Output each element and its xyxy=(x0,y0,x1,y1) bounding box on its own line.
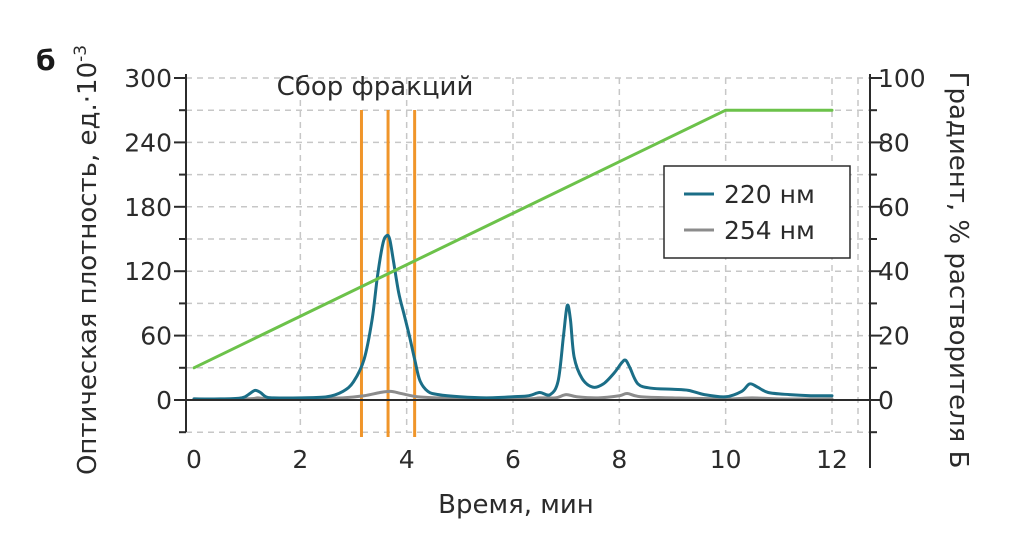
fraction-collection-annotation: Сбор фракций xyxy=(277,72,474,102)
y-left-tick-label: 120 xyxy=(124,257,172,286)
x-tick-label: 2 xyxy=(292,445,308,474)
x-tick-label: 10 xyxy=(710,445,742,474)
y-left-axis-superscript: -3 xyxy=(71,45,91,62)
legend-label-254nm: 254 нм xyxy=(724,216,815,245)
y-left-axis-label: Оптическая плотность, ед.·10 xyxy=(73,62,103,475)
legend-label-220nm: 220 нм xyxy=(724,180,815,209)
series-line-gradient xyxy=(192,108,834,370)
y-left-tick-label: 180 xyxy=(124,193,172,222)
y-left-tick-label: 240 xyxy=(124,128,172,157)
x-tick-label: 6 xyxy=(505,445,521,474)
x-tick-label: 8 xyxy=(611,445,627,474)
y-left-axis-title: Оптическая плотность, ед.·10-3 xyxy=(71,45,103,475)
y-right-axis-title: Градиент, % растворителя Б xyxy=(943,72,973,469)
x-tick-label: 12 xyxy=(816,445,848,474)
y-right-tick-label: 80 xyxy=(878,128,910,157)
y-left-tick-label: 0 xyxy=(156,386,172,415)
y-right-tick-label: 0 xyxy=(878,386,894,415)
y-left-tick-label: 300 xyxy=(124,64,172,93)
series-layer xyxy=(192,108,834,401)
x-tick-label: 4 xyxy=(399,445,415,474)
y-right-tick-label: 40 xyxy=(878,257,910,286)
axes xyxy=(174,74,882,468)
y-right-tick-label: 20 xyxy=(878,322,910,351)
legend-box xyxy=(663,165,851,259)
legend: 220 нм 254 нм xyxy=(663,165,851,259)
x-tick-label: 0 xyxy=(186,445,202,474)
x-axis-title: Время, мин xyxy=(438,490,594,520)
series-line-220nm xyxy=(192,233,834,401)
y-right-tick-label: 100 xyxy=(878,64,926,93)
y-left-tick-label: 60 xyxy=(140,322,172,351)
tick-labels: 0 60 120 180 240 300 0 20 40 60 80 100 0 2 4 6 8 10 12 xyxy=(124,64,925,474)
y-right-tick-label: 60 xyxy=(878,193,910,222)
panel-label: б xyxy=(36,44,56,77)
